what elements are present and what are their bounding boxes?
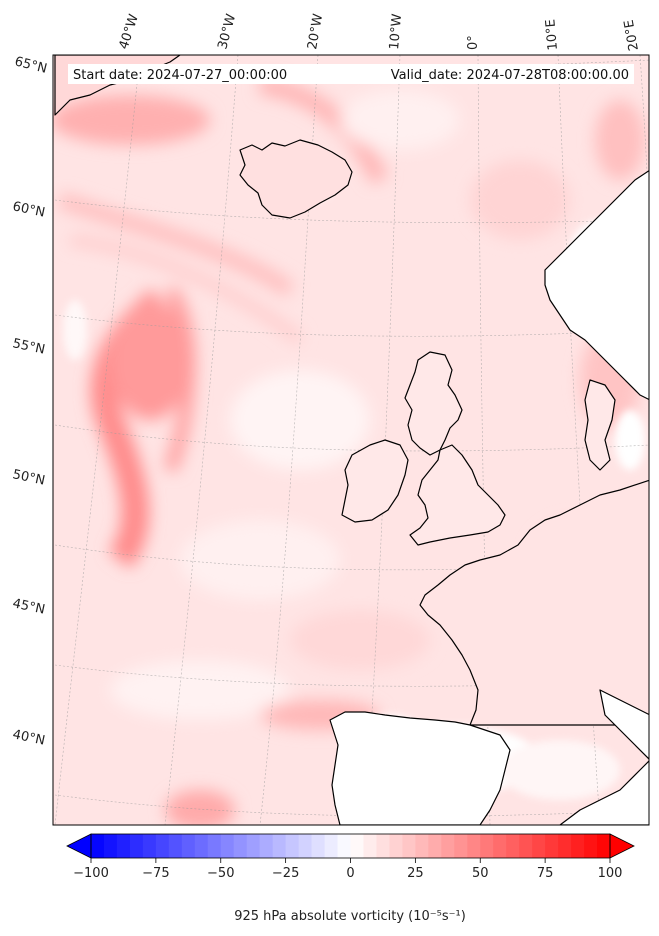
lat-label-50n: 50°N bbox=[11, 467, 46, 488]
colorbar-cell bbox=[285, 834, 300, 858]
colorbar-cell bbox=[402, 834, 416, 858]
colorbar-label: 925 hPa absolute vorticity (10⁻⁵s⁻¹) bbox=[234, 909, 466, 924]
map-area bbox=[53, 55, 649, 825]
colorbar-cell bbox=[350, 834, 365, 858]
colorbar-tick-label: −75 bbox=[142, 866, 169, 881]
colorbar-extend-min bbox=[66, 833, 92, 859]
lat-label-65n: 65°N bbox=[13, 54, 48, 76]
lon-label-10w: 10°W bbox=[387, 13, 405, 50]
coastlines bbox=[54, 55, 649, 825]
colorbar-cell bbox=[363, 834, 378, 858]
colorbar-cell bbox=[519, 834, 533, 858]
italy-coast bbox=[599, 689, 649, 760]
colorbar-cell bbox=[181, 834, 196, 858]
lon-label-20e: 20°E bbox=[622, 19, 642, 52]
lat-label-55n: 55°N bbox=[11, 336, 46, 357]
colorbar-cell bbox=[467, 834, 481, 858]
denmark-sweden-coast bbox=[584, 379, 616, 471]
colorbar-extend-max bbox=[609, 833, 635, 859]
lon-label-0: 0° bbox=[466, 35, 481, 50]
header-backing bbox=[68, 64, 634, 84]
colorbar-cell bbox=[389, 834, 403, 858]
colorbar-cell bbox=[194, 834, 209, 858]
lon-label-30w: 30°W bbox=[215, 12, 239, 51]
colorbar-cell bbox=[155, 834, 170, 858]
lon-label-20w: 20°W bbox=[305, 13, 326, 51]
colorbar-cell bbox=[246, 834, 261, 858]
colorbar-cell bbox=[168, 834, 183, 858]
colorbar-cell bbox=[129, 834, 144, 858]
lat-label-40n: 40°N bbox=[11, 727, 46, 748]
iberia-coast bbox=[329, 711, 511, 825]
colorbar-cell bbox=[480, 834, 494, 858]
colorbar-cell bbox=[91, 834, 105, 858]
lat-label-60n: 60°N bbox=[11, 199, 46, 220]
england-coast bbox=[409, 444, 506, 546]
colorbar-cell bbox=[441, 834, 455, 858]
colorbar-cell bbox=[571, 834, 585, 858]
colorbar-cell bbox=[545, 834, 559, 858]
colorbar-cell bbox=[142, 834, 157, 858]
lon-label-40w: 40°W bbox=[117, 12, 142, 51]
colorbar-cell bbox=[506, 834, 520, 858]
colorbar-tick-label: 100 bbox=[598, 866, 623, 881]
colorbar-ticks: −100 −75 −50 −25 0 25 50 75 100 bbox=[73, 858, 622, 881]
longitude-labels: 40°W 30°W 20°W 10°W 0° 10°E 20°E bbox=[117, 12, 642, 52]
colorbar: −100 −75 −50 −25 0 25 50 75 100 925 hPa absolute… bbox=[66, 833, 635, 924]
latitude-labels: 65°N 60°N 55°N 50°N 45°N 40°N bbox=[11, 54, 48, 748]
colorbar-cell bbox=[233, 834, 248, 858]
north-africa-coast bbox=[559, 760, 649, 825]
colorbar-cell bbox=[311, 834, 326, 858]
colorbar-cell bbox=[415, 834, 429, 858]
colorbar-cell bbox=[220, 834, 235, 858]
colorbar-cell bbox=[103, 834, 118, 858]
valid-date-label: Valid_date: 2024-07-28T08:00:00.00 bbox=[391, 68, 629, 83]
colorbar-tick-label: 25 bbox=[407, 866, 424, 881]
colorbar-cell bbox=[337, 834, 352, 858]
colorbar-cells bbox=[91, 834, 611, 858]
colorbar-cell bbox=[584, 834, 598, 858]
map-frame bbox=[52, 54, 650, 826]
colorbar-tick-label: −50 bbox=[207, 866, 234, 881]
colorbar-cell bbox=[298, 834, 313, 858]
scotland-coast bbox=[404, 351, 463, 456]
lat-label-45n: 45°N bbox=[11, 596, 46, 617]
colorbar-cell bbox=[428, 834, 442, 858]
iceland-coast bbox=[239, 139, 353, 219]
colorbar-cell bbox=[207, 834, 222, 858]
colorbar-cell bbox=[116, 834, 131, 858]
colorbar-cell bbox=[558, 834, 572, 858]
colorbar-tick-label: −100 bbox=[73, 866, 109, 881]
norway-coast bbox=[544, 169, 649, 401]
colorbar-cell bbox=[259, 834, 274, 858]
continental-europe-coast bbox=[419, 479, 649, 726]
colorbar-cell bbox=[376, 834, 391, 858]
colorbar-tick-label: 75 bbox=[537, 866, 554, 881]
colorbar-tick-label: −25 bbox=[272, 866, 299, 881]
start-date-label: Start date: 2024-07-27_00:00:00 bbox=[73, 68, 287, 83]
colorbar-cell bbox=[324, 834, 339, 858]
colorbar-cell bbox=[532, 834, 546, 858]
colorbar-cell bbox=[597, 834, 611, 858]
colorbar-cell bbox=[272, 834, 287, 858]
colorbar-cell bbox=[454, 834, 468, 858]
colorbar-cell bbox=[493, 834, 507, 858]
lon-label-10e: 10°E bbox=[543, 19, 561, 51]
ireland-coast bbox=[341, 439, 409, 523]
colorbar-tick-label: 50 bbox=[472, 866, 489, 881]
colorbar-tick-label: 0 bbox=[346, 866, 354, 881]
